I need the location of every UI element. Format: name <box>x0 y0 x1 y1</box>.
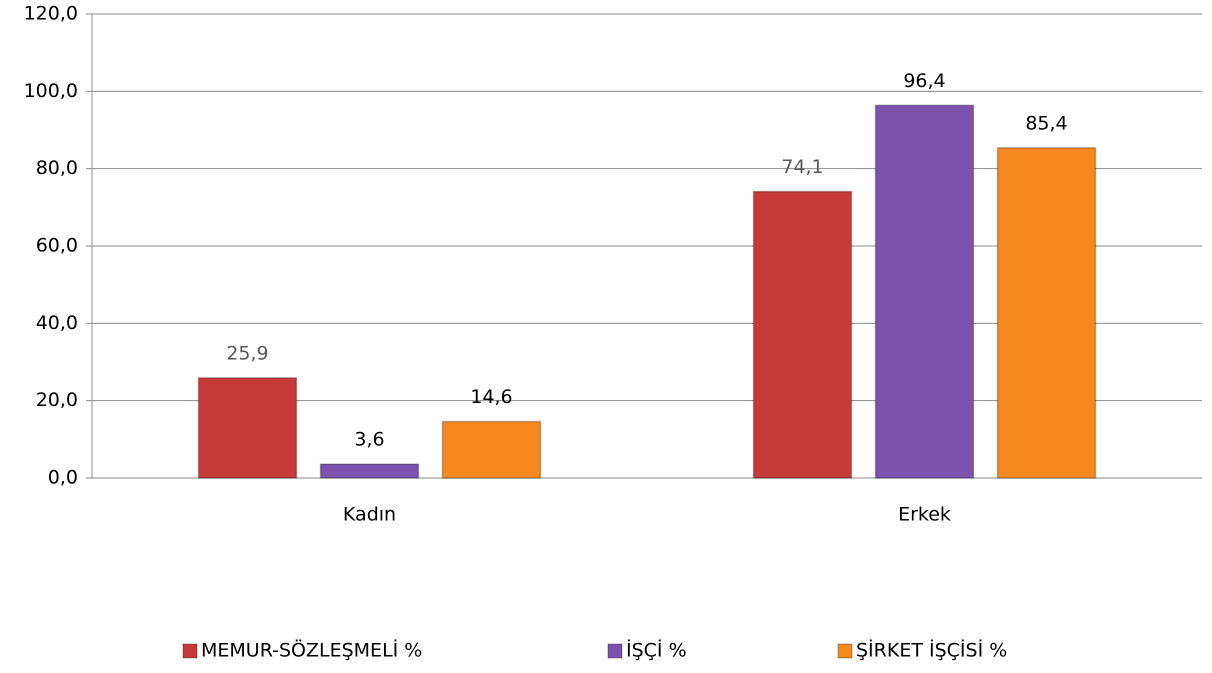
bar-shade <box>755 193 850 477</box>
data-label: 25,9 <box>226 342 268 364</box>
y-tick-label: 120,0 <box>24 3 78 25</box>
legend-label: İŞÇİ % <box>626 639 687 662</box>
legend-label: MEMUR-SÖZLEŞMELİ % <box>201 639 422 662</box>
data-label: 85,4 <box>1025 112 1067 134</box>
y-tick-label: 80,0 <box>36 157 78 179</box>
data-label: 14,6 <box>470 386 512 408</box>
bar-shade <box>322 466 417 476</box>
legend-swatch <box>607 643 623 659</box>
y-tick-label: 0,0 <box>48 467 78 489</box>
y-tick-label: 60,0 <box>36 235 78 257</box>
data-label: 3,6 <box>354 429 384 451</box>
bar-shade <box>877 107 972 477</box>
legend-swatch <box>837 643 853 659</box>
y-tick-label: 40,0 <box>36 312 78 334</box>
legend-label: ŞİRKET İŞÇİSİ % <box>856 639 1007 662</box>
data-label: 74,1 <box>781 156 823 178</box>
bar-shade <box>444 423 539 476</box>
y-tick-label: 20,0 <box>36 389 78 411</box>
legend-swatch <box>182 643 198 659</box>
bar-shade <box>200 379 295 476</box>
data-label: 96,4 <box>903 70 945 92</box>
x-tick-label: Erkek <box>898 504 951 526</box>
bar-shade <box>999 149 1094 476</box>
x-tick-label: Kadın <box>343 504 396 526</box>
y-tick-label: 100,0 <box>24 80 78 102</box>
